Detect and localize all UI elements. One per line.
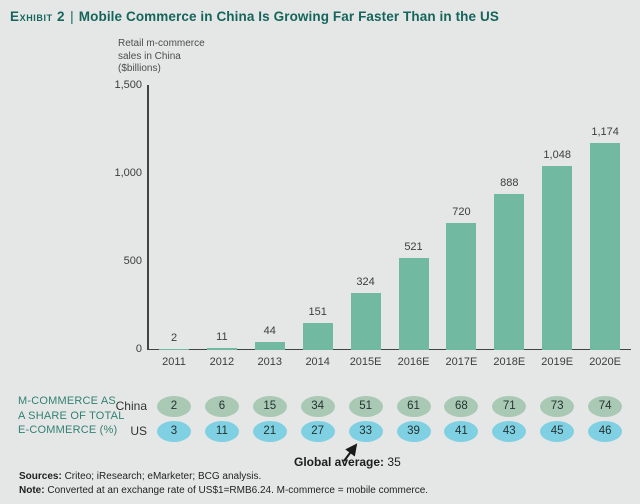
bar-2016E [398,258,429,350]
global-average-label: Global average: [294,455,385,469]
note-label: Note: [19,484,45,496]
note-text: Converted at an exchange rate of US$1=RM… [47,484,429,496]
share-badge-us: 45 [540,421,575,442]
title-text: Mobile Commerce in China Is Growing Far … [78,9,499,24]
share-badge-china: 68 [444,396,479,417]
share-badge-us: 46 [588,421,623,442]
sources-label: Sources: [19,471,62,482]
x-tick-label: 2020E [589,356,621,368]
x-tick-label: 2014 [305,356,330,368]
bar-value-label: 1,048 [543,149,571,161]
share-badge-us: 11 [204,421,239,442]
bar-2011 [159,349,189,350]
bar-value-label: 2 [170,332,178,344]
share-badge-us: 43 [492,421,527,442]
row-label-us: US [130,424,147,438]
annotation-arrow-icon [343,443,358,462]
note-line: Note: Converted at an exchange rate of U… [19,484,428,498]
share-badge-us: 33 [348,421,383,442]
y-tick-label: 1,500 [114,79,142,91]
bar-value-label: 521 [404,241,423,253]
bar-value-label: 888 [500,177,519,189]
y-tick-label: 500 [123,255,142,267]
exhibit-label: Exhibit 2 [10,9,66,24]
bar-2012 [206,348,237,350]
bar-value-label: 1,174 [591,126,619,138]
footnotes: Sources: Criteo; iResearch; eMarketer; B… [19,470,428,497]
bar-value-label: 151 [308,306,327,318]
x-axis-line [147,348,631,351]
share-badge-china: 51 [348,396,383,417]
x-tick-label: 2019E [541,356,574,368]
share-badge-china: 6 [204,396,239,417]
y-axis-line [147,85,149,350]
share-badge-china: 34 [300,396,335,417]
share-badge-us: 21 [252,421,287,442]
title-separator: | [70,9,74,24]
x-tick-label: 2011 [162,356,186,368]
exhibit-title: Exhibit 2 | Mobile Commerce in China Is Gr… [10,9,499,24]
share-badge-china: 15 [252,396,287,417]
bar-2017E [446,223,477,350]
share-badge-china: 2 [157,396,191,417]
sources-text: Criteo; iResearch; eMarketer; BCG analys… [64,471,262,482]
share-badge-china: 73 [540,396,575,417]
y-tick-label: 0 [135,343,142,355]
share-badge-china: 74 [588,396,623,417]
bar-value-label: 44 [263,325,276,337]
bar-2013 [254,342,285,350]
bar-2015E [350,293,381,350]
global-average-annotation: Global average: 35 [294,455,401,469]
x-tick-label: 2012 [209,356,235,368]
bar-2019E [542,166,573,350]
bar-2018E [494,194,525,350]
share-badge-china: 71 [492,396,527,417]
x-tick-label: 2016E [397,356,430,368]
x-tick-label: 2015E [349,356,382,368]
y-tick-label: 1,000 [114,167,142,179]
share-table-label: M-COMMERCE AS A SHARE OF TOTAL E-COMMERC… [18,395,125,436]
share-badge-us: 39 [396,421,431,442]
share-badge-china: 61 [396,396,431,417]
row-label-china: China [115,399,147,413]
x-tick-label: 2018E [493,356,526,368]
bar-2014 [302,323,333,350]
x-tick-label: 2017E [445,356,478,368]
share-badge-us: 41 [444,421,479,442]
sources-line: Sources: Criteo; iResearch; eMarketer; B… [19,470,428,484]
global-average-value: 35 [387,455,401,469]
bar-value-label: 11 [216,331,228,343]
share-badge-us: 27 [300,421,335,442]
share-badge-us: 3 [157,421,191,442]
x-tick-label: 2013 [257,356,283,368]
y-axis-title: Retail m-commerce sales in China ($billi… [118,38,205,74]
bar-2020E [590,143,621,350]
bar-value-label: 720 [452,206,471,218]
bar-value-label: 324 [356,276,375,288]
